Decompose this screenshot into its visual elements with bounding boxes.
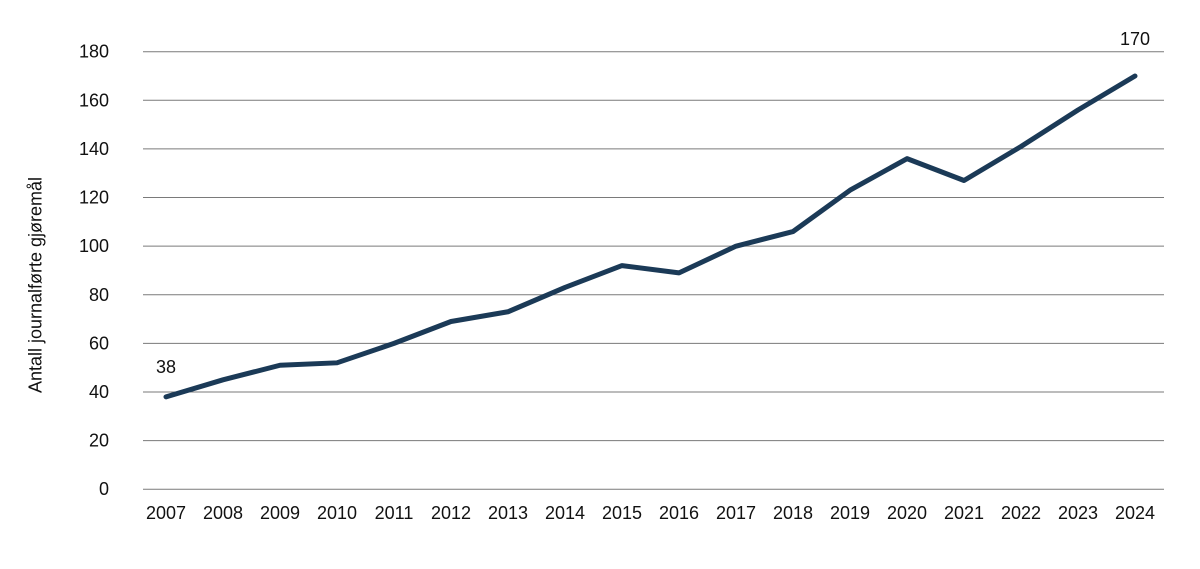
x-tick-label: 2008 xyxy=(203,503,243,523)
y-tick-label: 60 xyxy=(89,333,109,353)
y-tick-label: 20 xyxy=(89,431,109,451)
y-tick-label: 120 xyxy=(79,188,109,208)
x-tick-label: 2010 xyxy=(317,503,357,523)
data-line xyxy=(163,73,1138,400)
x-tick-label: 2016 xyxy=(659,503,699,523)
x-tick-label: 2021 xyxy=(944,503,984,523)
y-axis-tick-labels: 0 20 40 60 80 100 120 140 160 180 xyxy=(79,42,109,500)
y-tick-label: 100 xyxy=(79,236,109,256)
x-tick-label: 2015 xyxy=(602,503,642,523)
last-point-value-label: 170 xyxy=(1120,29,1150,49)
y-axis-title: Antall journalførte gjøremål xyxy=(25,176,46,394)
x-tick-label: 2023 xyxy=(1058,503,1098,523)
x-tick-label: 2022 xyxy=(1001,503,1041,523)
first-point-value-label: 38 xyxy=(156,357,176,377)
y-tick-label: 140 xyxy=(79,139,109,159)
gridlines xyxy=(143,51,1164,490)
x-tick-label: 2018 xyxy=(773,503,813,523)
x-tick-label: 2012 xyxy=(431,503,471,523)
x-tick-label: 2019 xyxy=(830,503,870,523)
x-tick-label: 2020 xyxy=(887,503,927,523)
x-tick-label: 2013 xyxy=(488,503,528,523)
y-tick-label: 160 xyxy=(79,90,109,110)
y-tick-label: 0 xyxy=(99,479,109,499)
x-tick-label: 2011 xyxy=(375,503,414,523)
y-tick-label: 80 xyxy=(89,285,109,305)
x-tick-label: 2007 xyxy=(146,503,186,523)
x-tick-label: 2009 xyxy=(260,503,300,523)
data-series xyxy=(163,73,1138,400)
x-tick-label: 2017 xyxy=(716,503,756,523)
y-tick-label: 180 xyxy=(79,42,109,62)
x-axis-tick-labels: 2007 2008 2009 2010 2011 2012 2013 2014 2015 2016… xyxy=(146,503,1155,523)
x-tick-label: 2014 xyxy=(545,503,585,523)
y-tick-label: 40 xyxy=(89,382,109,402)
x-tick-label: 2024 xyxy=(1115,503,1155,523)
